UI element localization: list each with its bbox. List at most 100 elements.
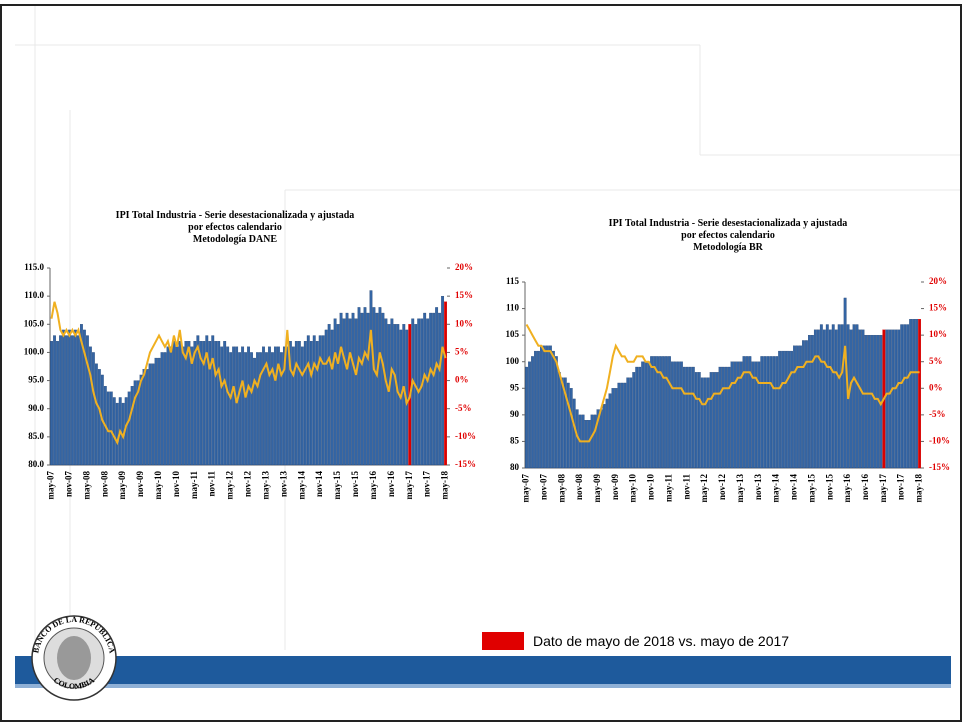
- bar: [543, 345, 546, 469]
- bar: [82, 329, 86, 466]
- bar: [778, 350, 782, 469]
- bar: [742, 356, 746, 469]
- x-tick-label: may-14: [771, 474, 781, 503]
- bar: [294, 341, 298, 466]
- bar: [831, 324, 835, 469]
- bar: [772, 356, 776, 469]
- bar: [342, 318, 346, 466]
- x-tick-label: nov-16: [860, 474, 870, 501]
- bar: [906, 324, 910, 469]
- bar: [825, 324, 829, 469]
- bar: [688, 366, 692, 469]
- bar: [282, 346, 286, 466]
- bar: [348, 318, 352, 466]
- bar: [253, 357, 256, 466]
- bar: [813, 329, 817, 469]
- x-tick-label: may-08: [556, 474, 566, 503]
- bar: [232, 346, 236, 466]
- x-tick-label: nov-15: [350, 471, 360, 498]
- bar: [712, 372, 716, 469]
- bar: [566, 382, 570, 469]
- bar: [748, 356, 752, 469]
- x-tick-label: nov-12: [243, 471, 253, 498]
- bar: [733, 361, 737, 469]
- y2-tick-label: -15%: [455, 459, 476, 469]
- bar: [551, 350, 555, 469]
- bar: [160, 352, 164, 466]
- bar: [626, 377, 630, 469]
- bar: [885, 329, 889, 469]
- x-tick-label: nov-10: [646, 474, 656, 501]
- bar: [834, 329, 838, 469]
- x-tick-label: nov-09: [610, 474, 620, 501]
- y2-tick-label: -5%: [929, 409, 946, 419]
- bar: [372, 307, 376, 466]
- footer-band: [15, 656, 951, 684]
- bar: [641, 361, 645, 469]
- logo: BANCO DE LA REPUBLICA COLOMBIA: [31, 615, 117, 701]
- y2-tick-label: 15%: [929, 303, 947, 313]
- bar: [50, 341, 53, 466]
- bar: [354, 318, 358, 466]
- y2-tick-label: -15%: [929, 462, 950, 472]
- x-tick-label: may-07: [46, 471, 56, 500]
- bar: [381, 312, 385, 466]
- bar: [617, 382, 621, 469]
- bar: [894, 329, 898, 469]
- y2-tick-label: 0%: [929, 382, 943, 392]
- y-tick-label: 95: [510, 382, 520, 392]
- bar: [169, 346, 173, 466]
- bar: [166, 346, 170, 466]
- bar: [85, 335, 89, 466]
- bar: [435, 307, 439, 466]
- bar: [810, 334, 814, 469]
- bar: [721, 366, 725, 469]
- bar: [587, 420, 591, 469]
- x-tick-label: nov-11: [207, 471, 217, 497]
- bar: [363, 307, 367, 466]
- y2-tick-label: 0%: [455, 375, 469, 385]
- bar: [802, 340, 805, 469]
- bar: [145, 369, 149, 466]
- bar: [420, 318, 424, 466]
- bar: [279, 352, 283, 466]
- bar: [291, 346, 295, 466]
- bar: [858, 329, 862, 469]
- bar: [97, 369, 101, 466]
- bar: [112, 397, 116, 466]
- bar: [77, 335, 80, 466]
- bar: [903, 324, 907, 469]
- x-tick-label: may-09: [592, 474, 602, 503]
- y-tick-label: 105.0: [24, 318, 45, 328]
- bar: [718, 366, 722, 469]
- bar: [891, 329, 895, 469]
- bar: [312, 335, 316, 466]
- bar: [715, 372, 719, 469]
- bar: [345, 312, 349, 466]
- bar: [888, 329, 892, 469]
- bar: [682, 366, 686, 469]
- bar: [787, 350, 790, 469]
- bar: [837, 324, 841, 469]
- bar: [336, 324, 340, 466]
- bar: [662, 356, 665, 469]
- x-tick-label: nov-14: [789, 474, 799, 501]
- bar: [674, 361, 677, 469]
- bar: [309, 341, 313, 466]
- bar: [226, 346, 230, 466]
- bar: [268, 346, 271, 466]
- bar: [763, 356, 767, 469]
- bar: [796, 345, 799, 469]
- bar: [843, 297, 847, 469]
- bar: [196, 335, 200, 466]
- bar: [220, 346, 224, 466]
- bar: [534, 350, 537, 469]
- y2-tick-label: 15%: [455, 290, 473, 300]
- legend-label: Dato de mayo de 2018 vs. mayo de 2017: [533, 633, 789, 649]
- x-tick-label: may-16: [368, 471, 378, 500]
- x-tick-label: nov-08: [574, 474, 584, 501]
- bar: [867, 334, 871, 469]
- x-tick-label: may-15: [806, 474, 816, 503]
- bar: [864, 334, 868, 469]
